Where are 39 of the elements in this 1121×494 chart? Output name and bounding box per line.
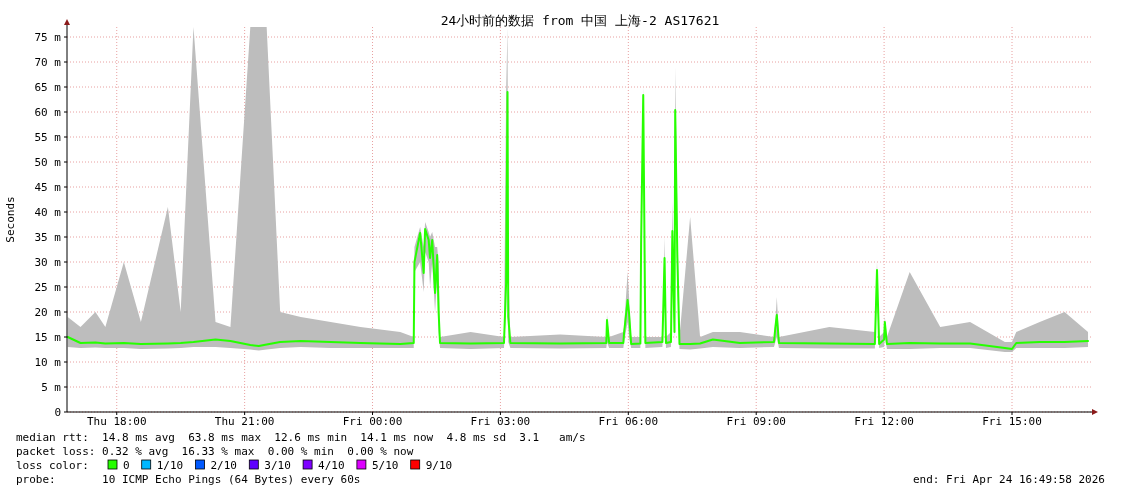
x-tick-label: Fri 03:00	[470, 415, 531, 428]
y-tick-label: 65 m	[34, 81, 62, 94]
y-tick-label: 10 m	[34, 356, 62, 369]
x-tick-label: Thu 18:00	[86, 415, 147, 428]
y-tick-label: 20 m	[34, 306, 62, 319]
y-tick-label: 15 m	[34, 331, 62, 344]
y-tick-label: 55 m	[34, 131, 62, 144]
x-tick-label: Fri 12:00	[854, 415, 914, 428]
y-tick-label: 35 m	[34, 231, 62, 244]
line-series	[66, 91, 1090, 350]
y-tick-label: 40 m	[34, 206, 62, 219]
y-tick-label: 30 m	[34, 256, 62, 269]
legend-label: 5/10	[371, 459, 399, 472]
y-tick-label: 60 m	[34, 106, 62, 119]
text: end: Fri Apr 24 16:49:58 2026	[912, 473, 1105, 486]
text: median rtt: 14.8 ms avg 63.8 ms max 12.6 ms min 14.1 ms now 4.8 ms sd 3.1 am/s	[16, 431, 586, 444]
y-tick-label: 50 m	[34, 156, 62, 169]
x-tick-label: Thu 21:00	[214, 415, 275, 428]
chart-title: 24小时前的数据 from 中国 上海-2 AS17621	[440, 13, 720, 28]
legend-label: 2/10	[210, 459, 237, 472]
y-tick-label: 70 m	[34, 56, 62, 69]
legend-label: 1/10	[156, 459, 184, 472]
legend-label: 9/10	[425, 459, 453, 472]
legend-label: 0	[123, 459, 130, 472]
x-tick-label: Fri 06:00	[598, 415, 659, 428]
y-tick-label: 45 m	[34, 181, 62, 194]
legend-label: 4/10	[318, 459, 345, 472]
x-tick-label: Fri 00:00	[342, 415, 403, 428]
x-tick-label: Fri 09:00	[726, 415, 787, 428]
legend-title: loss color:	[16, 459, 89, 472]
x-tick-label: Fri 15:00	[982, 415, 1042, 428]
y-tick-label: 5 m	[41, 381, 62, 394]
y-tick-label: 0	[54, 406, 61, 419]
y-tick-label: 25 m	[34, 281, 62, 294]
text: probe: 10 ICMP Echo Pings (64 Bytes) every 60s	[16, 473, 361, 486]
y-tick-label: 75 m	[34, 31, 62, 44]
legend-label: 3/10	[264, 459, 291, 472]
text: packet loss: 0.32 % avg 16.33 % max 0.00 % min 0.00 % now	[16, 445, 414, 458]
y-axis-title: Seconds	[4, 196, 17, 243]
